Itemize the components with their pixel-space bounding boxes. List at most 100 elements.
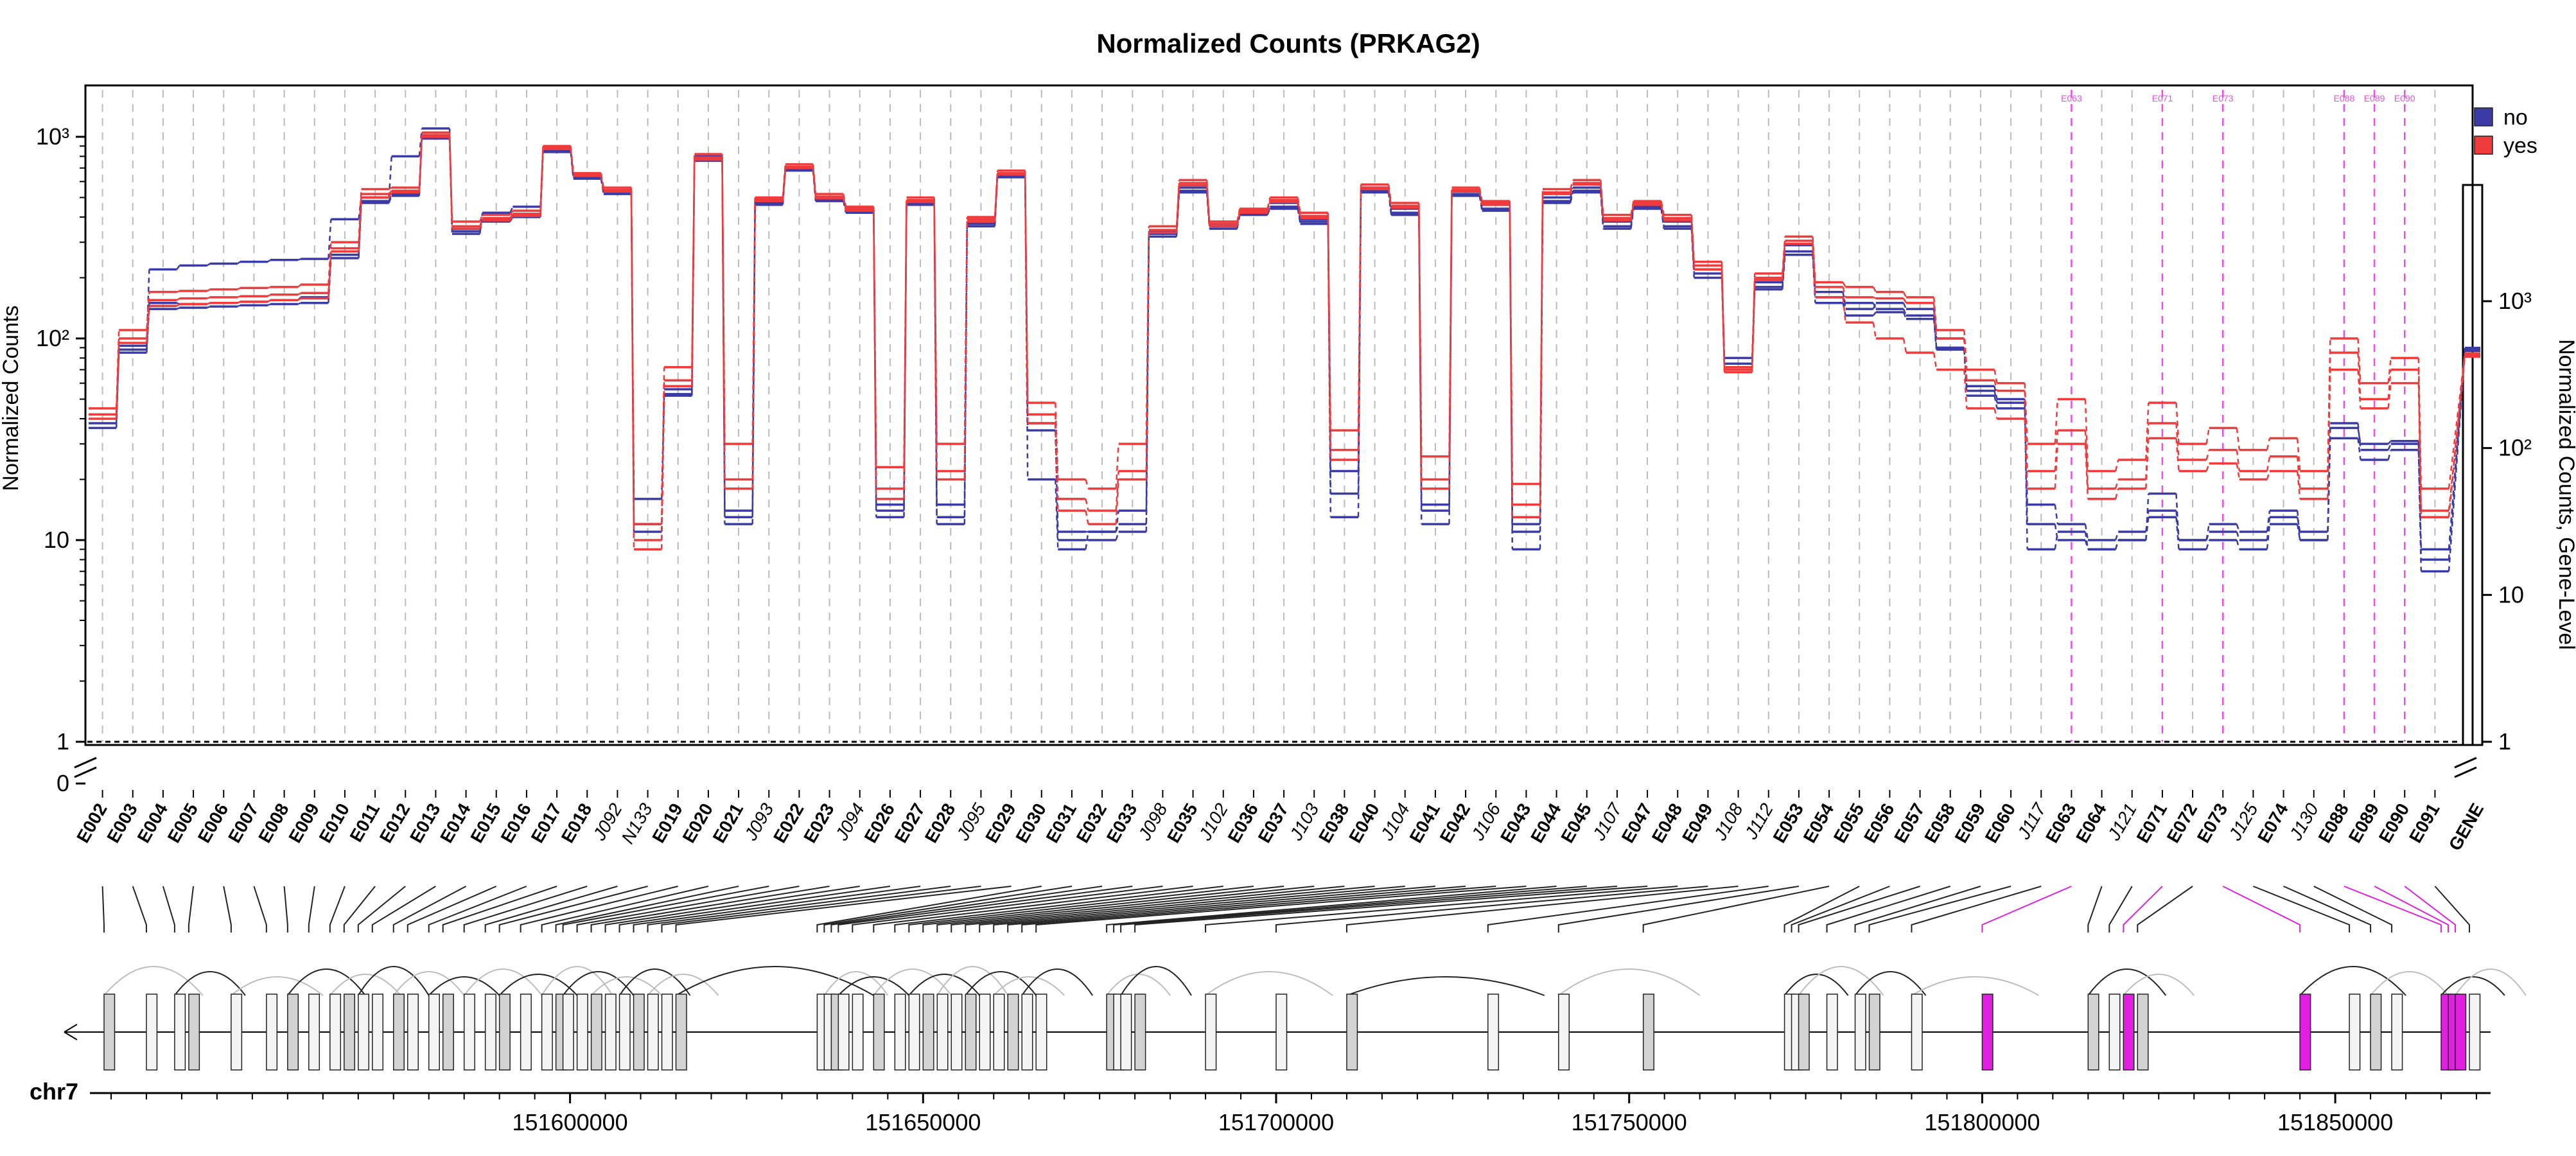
feature-label-e071: E071 — [2133, 800, 2171, 846]
series-5-connector-57 — [1842, 297, 1846, 323]
splice-arc-20 — [541, 966, 613, 996]
splice-arc-50 — [1120, 966, 1192, 996]
exon-link-e045 — [1113, 886, 1587, 933]
highlight-label-e089: E089 — [2364, 93, 2385, 103]
series-1-connector-69 — [2205, 531, 2210, 541]
series-2-connector-75 — [2387, 450, 2392, 460]
series-4-connector-47 — [1539, 192, 1544, 505]
feature-grid: E063 E071 E073 E088 E089 E090 — [101, 90, 2436, 742]
exon-box-e035 — [873, 994, 885, 1071]
exon-box-e090 — [2455, 994, 2467, 1071]
series-5-connector-66 — [2114, 488, 2119, 500]
series-3-connector-3 — [207, 288, 211, 292]
exon-link-e020 — [541, 886, 709, 933]
series-0-connector-64 — [2054, 531, 2059, 550]
series-5-connector-27 — [933, 202, 938, 480]
series-5-connector-1 — [146, 306, 150, 344]
series-1-connector-65 — [2084, 523, 2089, 541]
series-5-connector-15 — [570, 148, 574, 176]
series-3-connector-49 — [1600, 180, 1604, 215]
series-0-connector-72 — [2296, 511, 2301, 541]
series-4-connector-31 — [1055, 414, 1059, 499]
exon-link-e049 — [1275, 886, 1708, 933]
exon-box-j106 — [1021, 994, 1033, 1071]
series-1-connector-33 — [1115, 523, 1119, 532]
series-4-connector-27 — [933, 200, 938, 471]
series-5-connector-11 — [448, 136, 453, 229]
series-2-connector-64 — [2054, 523, 2059, 541]
chromosome-label: chr7 — [30, 1078, 78, 1105]
exon-box-e011 — [344, 994, 356, 1071]
series-2-connector-71 — [2266, 524, 2271, 550]
series-3-connector-69 — [2205, 428, 2210, 444]
series-5-connector-60 — [1932, 352, 1938, 370]
series-5-connector-0 — [115, 342, 120, 419]
splice-arc-68 — [2123, 974, 2195, 996]
series-2-connector-3 — [207, 306, 211, 309]
exon-box-e047 — [1134, 994, 1146, 1071]
series-2-connector-9 — [388, 195, 392, 204]
exon-link-j103 — [936, 886, 1315, 933]
series-2-connector-42 — [1387, 192, 1392, 215]
series-3-connector-72 — [2296, 438, 2301, 471]
series-5-connector-54 — [1751, 279, 1756, 372]
legend-swatch-yes — [2474, 136, 2493, 155]
series-3-connector-9 — [389, 187, 392, 190]
series-4-connector-6 — [297, 292, 301, 295]
feature-label-e006: E006 — [194, 800, 232, 846]
series-2-connector-74 — [2357, 438, 2361, 460]
series-5-connector-74 — [2357, 369, 2361, 408]
feature-label-e020: E020 — [679, 800, 717, 846]
series-2-connector-51 — [1660, 208, 1665, 229]
series-5-connector-59 — [1902, 338, 1907, 353]
exon-box-j092 — [484, 994, 496, 1071]
exon-link-e018 — [463, 886, 588, 933]
series-2-connector-61 — [1963, 349, 1968, 396]
series-5-connector-61 — [1963, 369, 1968, 408]
series-5-connector-72 — [2296, 471, 2301, 500]
exon-box-e037 — [922, 994, 934, 1071]
series-3-connector-68 — [2175, 403, 2180, 444]
feature-label-e047: E047 — [1618, 800, 1656, 846]
exon-link-e055 — [1783, 886, 1860, 933]
series-0-connector-57 — [1842, 292, 1846, 310]
series-0-connector-31 — [1055, 479, 1059, 550]
feature-label-e035: E035 — [1163, 800, 1202, 846]
feature-label-e044: E044 — [1527, 800, 1565, 846]
highlight-label-e071: E071 — [2152, 93, 2173, 103]
feature-label-e033: E033 — [1103, 800, 1141, 846]
exon-box-j121 — [2108, 994, 2121, 1071]
series-3-connector-17 — [630, 188, 635, 525]
series-5-connector-3 — [207, 302, 211, 305]
series-3-connector-35 — [1175, 180, 1180, 227]
exon-link-n133 — [498, 886, 648, 933]
series-4-connector-62 — [1993, 380, 1998, 391]
series-2-connector-52 — [1690, 229, 1695, 278]
series-2-connector-76 — [2417, 450, 2423, 572]
exon-box-e040 — [965, 994, 977, 1071]
series-4-connector-60 — [1932, 302, 1938, 339]
series-4-connector-4 — [237, 295, 241, 299]
exon-box-e054 — [1642, 994, 1654, 1071]
series-5-connector-48 — [1569, 184, 1574, 195]
series-2-connector-73 — [2327, 438, 2331, 541]
exon-link-e015 — [407, 886, 497, 933]
feature-label-e056: E056 — [1860, 800, 1898, 846]
series-3-connector-11 — [448, 132, 453, 222]
splice-arc-34 — [837, 976, 910, 996]
exon-link-e060 — [1868, 886, 2011, 933]
series-2-connector-67 — [2145, 517, 2150, 541]
exon-link-e054 — [1642, 886, 1830, 933]
series-5-connector-55 — [1782, 243, 1786, 281]
series-2-connector-4 — [237, 304, 241, 308]
splice-arc-22 — [562, 971, 635, 996]
exon-link-j098 — [852, 886, 1163, 933]
series-3-connector-13 — [509, 210, 514, 216]
splice-arc-2 — [174, 971, 246, 996]
exon-link-e090 — [2404, 886, 2457, 933]
series-5-connector-38 — [1266, 202, 1271, 213]
feature-label-e037: E037 — [1254, 800, 1293, 846]
exon-link-e009 — [308, 886, 315, 933]
series-5-connector-18 — [660, 386, 665, 550]
exon-box-j095 — [661, 994, 673, 1071]
